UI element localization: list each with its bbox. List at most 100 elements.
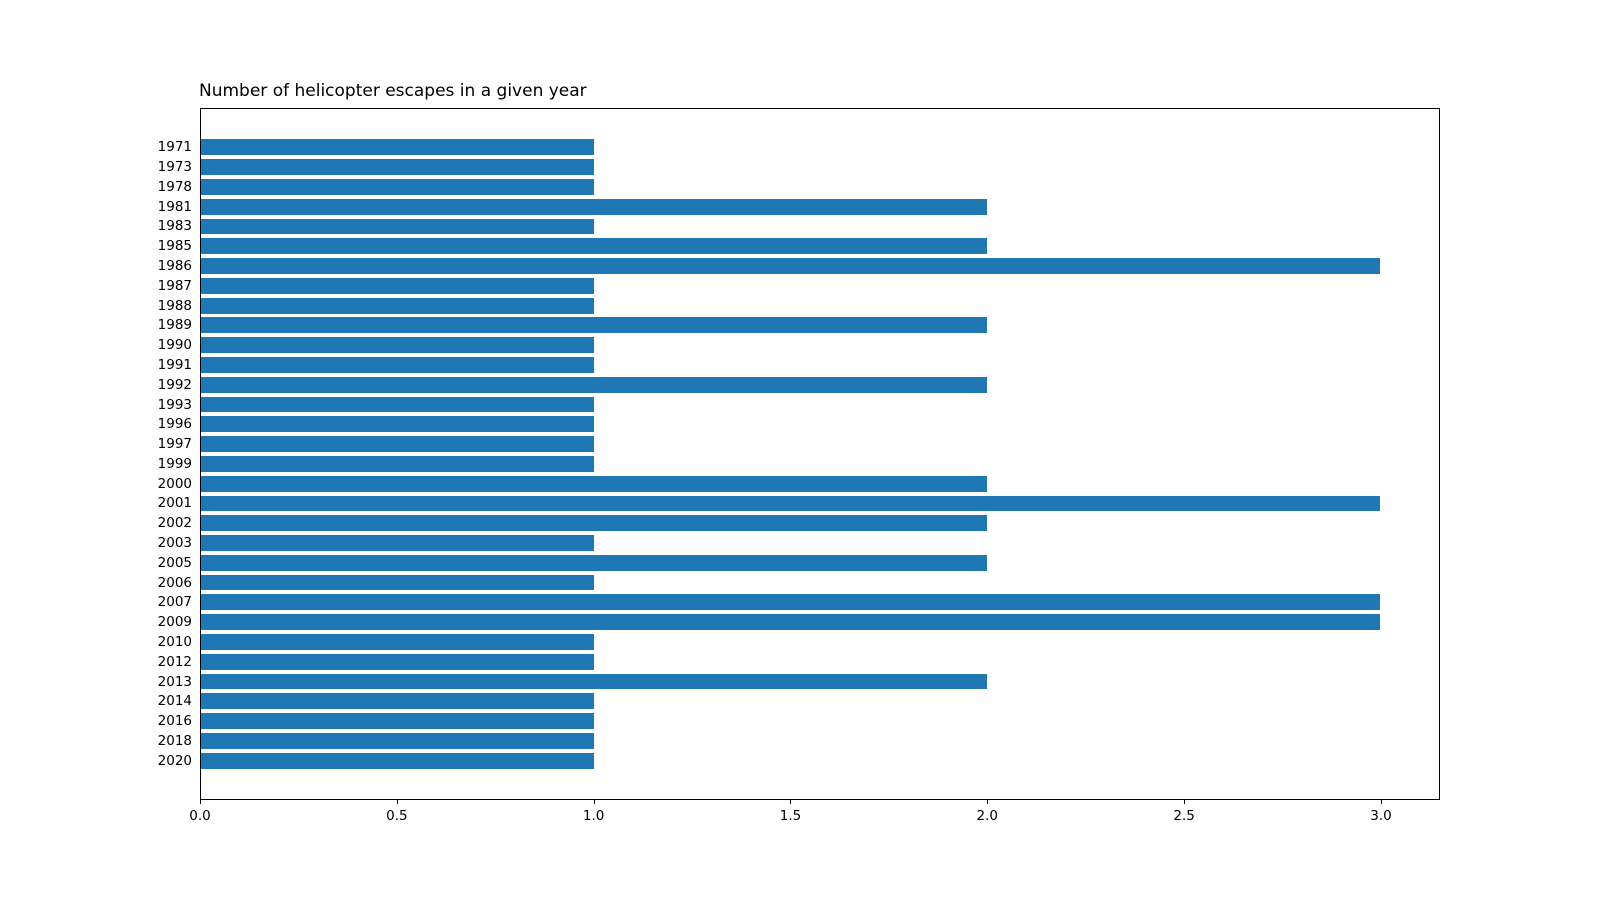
- bar-row: [201, 414, 1439, 434]
- y-tick-label: 1999: [157, 455, 192, 472]
- bar-row: [201, 494, 1439, 514]
- bar: [201, 277, 595, 294]
- bar-row: [201, 395, 1439, 415]
- y-tick-label: 2020: [157, 752, 192, 769]
- y-tick-label: 1981: [157, 198, 192, 215]
- x-tick-mark: [790, 800, 792, 804]
- bar: [201, 634, 595, 650]
- bar: [201, 495, 1381, 512]
- y-tick-label: 1996: [157, 416, 192, 433]
- bar-row: [201, 573, 1439, 593]
- bar: [201, 436, 595, 452]
- x-tick-mark: [1380, 800, 1382, 804]
- y-tick-label: 2002: [157, 515, 192, 532]
- bar: [201, 653, 595, 670]
- x-tick-label: 0.5: [386, 808, 408, 824]
- bar: [201, 713, 595, 729]
- bar-row: [201, 751, 1439, 771]
- bar-row: [201, 217, 1439, 237]
- bar: [201, 416, 595, 433]
- bar: [201, 732, 595, 749]
- y-tick-label: 2013: [157, 673, 192, 690]
- y-tick-label: 1978: [157, 178, 192, 195]
- y-tick-label: 2006: [157, 574, 192, 591]
- bar-row: [201, 316, 1439, 336]
- bar: [201, 218, 595, 235]
- x-tick-mark: [987, 800, 989, 804]
- y-tick-label: 2010: [157, 633, 192, 650]
- bar-row: [201, 731, 1439, 751]
- bar: [201, 693, 595, 710]
- bar: [201, 614, 1381, 631]
- x-tick-label: 2.5: [1173, 808, 1195, 824]
- x-tick-label: 3.0: [1370, 808, 1392, 824]
- bar-row: [201, 236, 1439, 256]
- bar-row: [201, 474, 1439, 494]
- bar: [201, 594, 1381, 611]
- bar: [201, 752, 595, 769]
- bar-row: [201, 335, 1439, 355]
- bar: [201, 198, 988, 215]
- x-tick-label: 0.0: [189, 808, 211, 824]
- bar-row: [201, 296, 1439, 316]
- bar-row: [201, 711, 1439, 731]
- bar-row: [201, 533, 1439, 553]
- y-tick-label: 2009: [157, 614, 192, 631]
- bar-row: [201, 177, 1439, 197]
- x-tick-mark: [593, 800, 595, 804]
- bar-row: [201, 553, 1439, 573]
- plot-area: [200, 108, 1440, 800]
- bar-row: [201, 276, 1439, 296]
- bar-row: [201, 375, 1439, 395]
- y-tick-label: 2000: [157, 475, 192, 492]
- bar: [201, 337, 595, 354]
- bar: [201, 297, 595, 314]
- y-tick-label: 1971: [157, 139, 192, 156]
- bar-row: [201, 652, 1439, 672]
- bar-row: [201, 454, 1439, 474]
- y-tick-label: 1985: [157, 238, 192, 255]
- x-tick-label: 1.0: [582, 808, 605, 824]
- y-tick-label: 2001: [157, 495, 192, 512]
- bar-row: [201, 612, 1439, 632]
- y-tick-label: 1986: [157, 258, 192, 275]
- x-tick-label: 2.0: [976, 808, 999, 824]
- y-tick-label: 1992: [157, 376, 192, 393]
- y-tick-label: 1991: [157, 356, 192, 373]
- y-tick-label: 1988: [157, 297, 192, 314]
- bar-row: [201, 256, 1439, 276]
- bar-row: [201, 672, 1439, 692]
- x-tick-mark: [396, 800, 398, 804]
- y-tick-label: 1990: [157, 337, 192, 354]
- bar: [201, 159, 595, 176]
- x-tick-mark: [200, 800, 201, 804]
- y-tick-label: 2016: [157, 713, 192, 730]
- x-tick-mark: [1184, 800, 1186, 804]
- bar-row: [201, 197, 1439, 217]
- bar: [201, 535, 595, 551]
- bar: [201, 455, 595, 472]
- bar: [201, 317, 988, 334]
- bar: [201, 179, 595, 195]
- y-tick-label: 2005: [157, 554, 192, 571]
- bar: [201, 554, 988, 571]
- y-tick-label: 1997: [157, 436, 192, 453]
- chart-title: Number of helicopter escapes in a given …: [199, 81, 587, 101]
- bar: [201, 515, 988, 532]
- y-tick-label: 1989: [157, 317, 192, 334]
- y-tick-label: 1983: [157, 218, 192, 235]
- y-tick-label: 2012: [157, 653, 192, 670]
- bar-row: [201, 513, 1439, 533]
- x-tick-label: 1.5: [779, 808, 802, 824]
- bar-row: [201, 157, 1439, 177]
- bar-row: [201, 592, 1439, 612]
- bar: [201, 475, 988, 492]
- bar-row: [201, 355, 1439, 375]
- y-tick-label: 2007: [157, 594, 192, 611]
- y-tick-label: 1993: [157, 396, 192, 413]
- bar: [201, 396, 595, 413]
- y-tick-label: 2018: [157, 732, 192, 749]
- bar: [201, 258, 1381, 274]
- bar-row: [201, 137, 1439, 157]
- bar: [201, 238, 988, 255]
